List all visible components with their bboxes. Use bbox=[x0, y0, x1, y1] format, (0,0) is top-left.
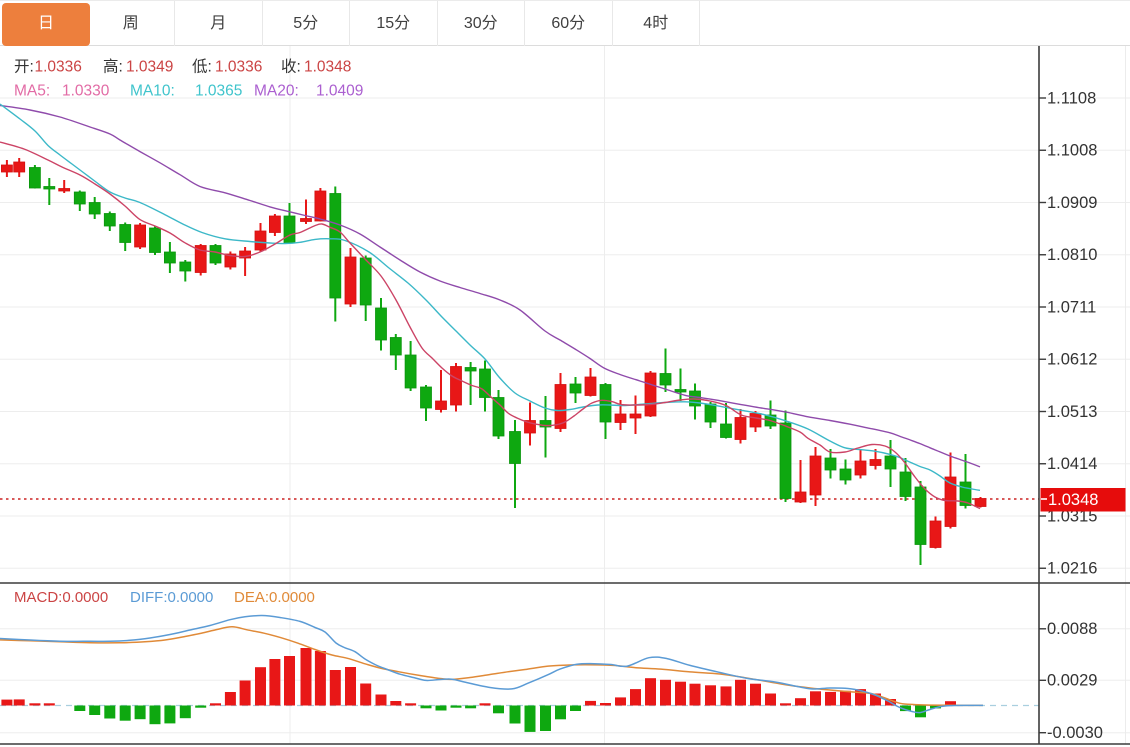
svg-text:收:: 收: bbox=[281, 58, 301, 76]
svg-text:1.0336: 1.0336 bbox=[215, 59, 262, 76]
svg-text:DIFF:0.0000: DIFF:0.0000 bbox=[130, 589, 213, 606]
svg-text:1.0414: 1.0414 bbox=[1047, 455, 1097, 473]
svg-text:1.0612: 1.0612 bbox=[1047, 351, 1097, 369]
svg-text:1.0513: 1.0513 bbox=[1047, 403, 1097, 421]
svg-text:MA5:: MA5: bbox=[14, 83, 50, 100]
svg-text:1.0409: 1.0409 bbox=[316, 83, 363, 100]
svg-text:开:: 开: bbox=[14, 59, 34, 76]
svg-text:1.0336: 1.0336 bbox=[35, 59, 82, 76]
svg-text:0.0088: 0.0088 bbox=[1047, 620, 1097, 638]
svg-text:0.0029: 0.0029 bbox=[1047, 672, 1097, 690]
svg-text:1.1008: 1.1008 bbox=[1047, 142, 1097, 160]
svg-text:MACD:0.0000: MACD:0.0000 bbox=[14, 589, 108, 606]
svg-text:MA20:: MA20: bbox=[254, 83, 299, 100]
svg-text:高:: 高: bbox=[103, 58, 123, 76]
svg-text:1.0810: 1.0810 bbox=[1047, 246, 1097, 264]
svg-text:1.0330: 1.0330 bbox=[62, 83, 110, 100]
svg-text:1.0349: 1.0349 bbox=[126, 59, 173, 76]
svg-text:-0.0030: -0.0030 bbox=[1047, 724, 1103, 742]
svg-text:1.0909: 1.0909 bbox=[1047, 194, 1097, 212]
svg-text:DEA:0.0000: DEA:0.0000 bbox=[234, 589, 315, 606]
svg-text:1.0365: 1.0365 bbox=[195, 83, 242, 100]
svg-text:1.0348: 1.0348 bbox=[304, 59, 351, 76]
svg-text:1.0315: 1.0315 bbox=[1047, 507, 1097, 525]
svg-text:1.0348: 1.0348 bbox=[1048, 491, 1098, 509]
svg-text:MA10:: MA10: bbox=[130, 83, 175, 100]
svg-text:1.0216: 1.0216 bbox=[1047, 560, 1097, 578]
svg-text:1.1108: 1.1108 bbox=[1047, 89, 1096, 107]
svg-text:1.0711: 1.0711 bbox=[1047, 298, 1096, 316]
svg-text:低:: 低: bbox=[192, 58, 212, 76]
